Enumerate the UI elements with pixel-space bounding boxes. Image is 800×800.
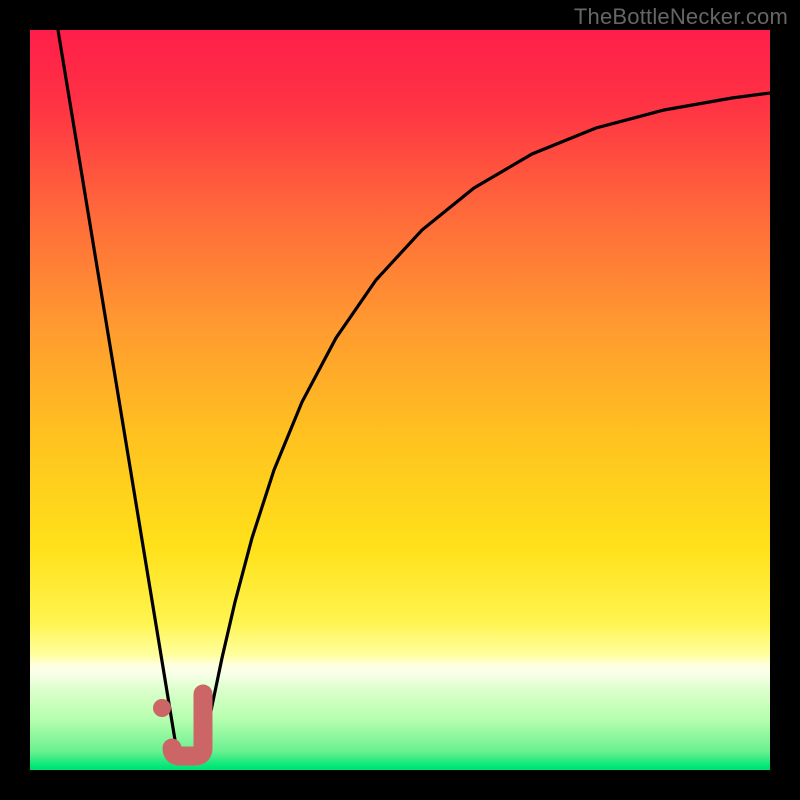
curves-layer	[30, 30, 770, 770]
watermark-text: TheBottleNecker.com	[574, 4, 788, 30]
plot-area	[30, 30, 770, 770]
curve-right-ascent	[205, 93, 770, 742]
marker-dot	[153, 699, 171, 717]
chart-container: TheBottleNecker.com	[0, 0, 800, 800]
curve-left-descent	[58, 30, 175, 740]
marker-j-shape	[172, 694, 203, 756]
